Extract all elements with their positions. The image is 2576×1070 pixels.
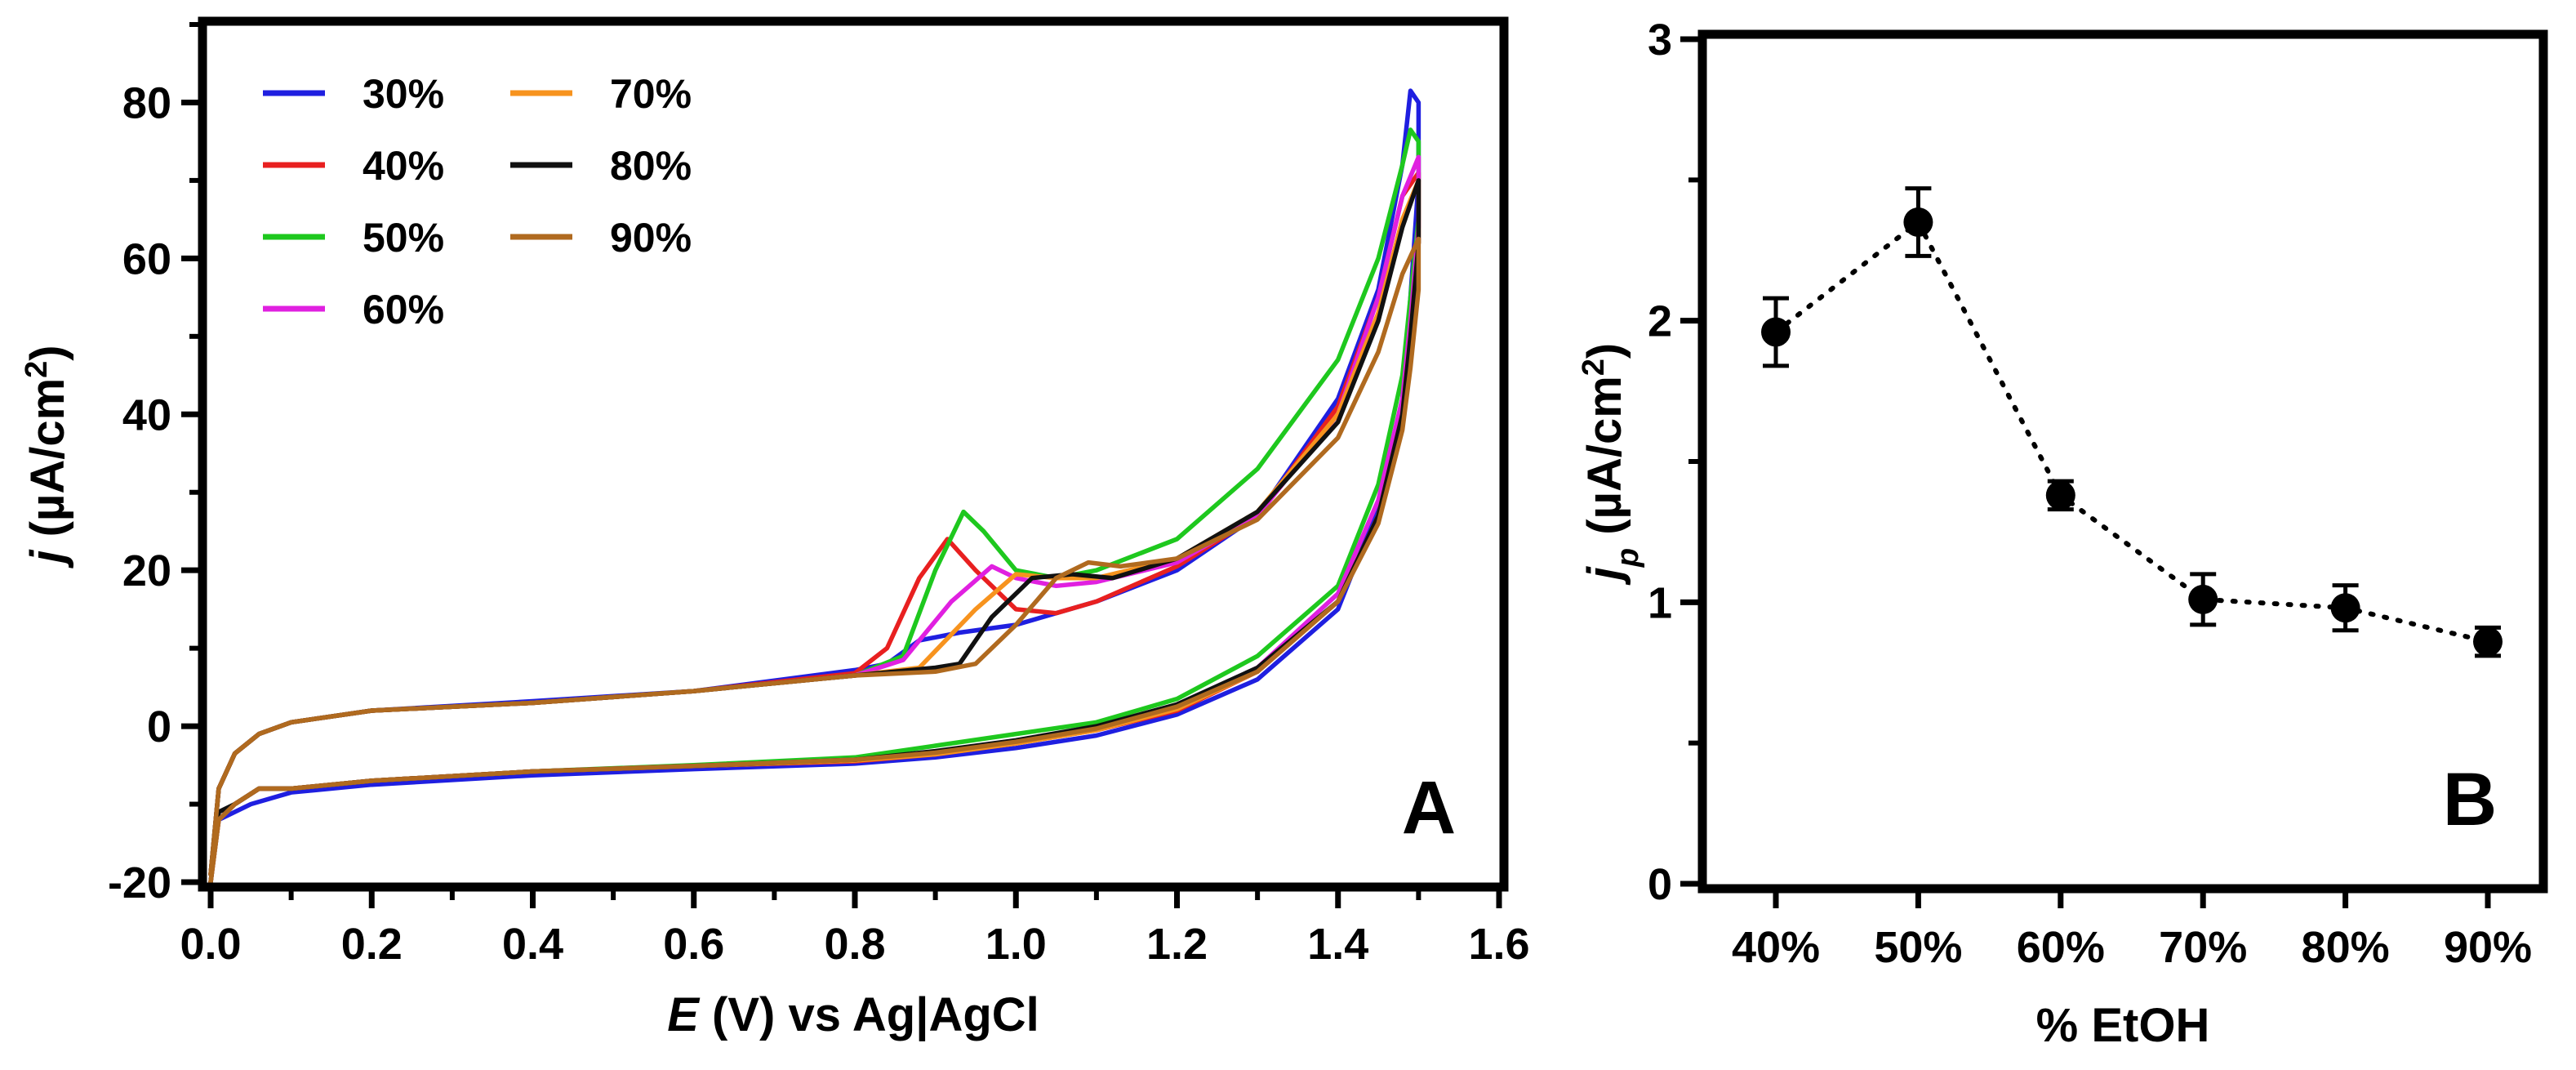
legend-item-90: 90% (510, 215, 692, 261)
x-tick-label: 1.4 (1307, 920, 1368, 969)
y-tick-label: 0 (147, 702, 171, 751)
x-tick-label: 0.4 (502, 920, 563, 969)
x-tick-label: 1.6 (1468, 920, 1529, 969)
data-marker (1903, 207, 1933, 238)
data-marker (2045, 480, 2075, 510)
y-tick-label: -20 (108, 858, 171, 907)
panel-b-data (1761, 186, 2503, 658)
data-marker (2188, 584, 2218, 614)
panel-a-y-axis-label: j (µA/cm2) (20, 345, 74, 568)
category-label: 50% (1874, 923, 1962, 972)
category-label: 40% (1732, 923, 1820, 972)
legend-label: 90% (610, 215, 692, 261)
data-point-90 (2473, 625, 2503, 658)
legend-label: 30% (363, 71, 444, 117)
legend-item-50: 50% (263, 215, 444, 261)
data-point-60 (2045, 479, 2075, 512)
panel-a-x-axis-label: E (V) vs Ag|AgCl (667, 988, 1039, 1041)
legend-label: 70% (610, 71, 692, 117)
x-tick-label: 1.0 (985, 920, 1047, 969)
data-marker (2473, 626, 2503, 657)
category-label: 80% (2302, 923, 2390, 972)
y-tick-label: 20 (122, 546, 171, 595)
legend-label: 50% (363, 215, 444, 261)
data-point-80 (2330, 583, 2360, 633)
data-point-70 (2188, 572, 2218, 627)
category-label: 70% (2159, 923, 2247, 972)
x-tick-label: 0.0 (180, 920, 241, 969)
panel-b-x-axis-label: % EtOH (2036, 999, 2210, 1052)
legend-label: 60% (363, 287, 444, 332)
legend-item-70: 70% (510, 71, 692, 117)
y-tick-label: 60 (122, 234, 171, 283)
panel-a-frame (198, 16, 1509, 892)
x-tick-label: 0.8 (824, 920, 885, 969)
legend-item-60: 60% (263, 287, 444, 332)
legend-item-80: 80% (510, 143, 692, 189)
x-tick-label: 1.2 (1146, 920, 1208, 969)
category-label: 60% (2017, 923, 2105, 972)
y-tick-label: 2 (1648, 297, 1672, 346)
data-point-40 (1761, 296, 1791, 368)
y-tick-label: 0 (1648, 860, 1672, 909)
x-tick-label: 0.2 (341, 920, 403, 969)
panel-a-ticks: 0.0 0.2 0.4 0.6 0.8 1.0 1.2 1.4 1.6 -20 0 20 40 60 80 (108, 22, 1530, 969)
legend-label: 40% (363, 143, 444, 189)
y-tick-label: 80 (122, 78, 171, 127)
panel-a-label: A (1402, 766, 1456, 849)
y-tick-label: 3 (1648, 16, 1672, 65)
data-point-50 (1903, 186, 1933, 258)
panel-b-frame (1697, 29, 2548, 894)
legend-item-30: 30% (263, 71, 444, 117)
panel-a-curves (208, 88, 1421, 885)
y-tick-label: 40 (122, 390, 171, 439)
category-label: 90% (2444, 923, 2532, 972)
panel-b-ticks: 40% 50% 60% 70% 80% 90% 0 1 2 3 (1648, 16, 2532, 972)
x-tick-label: 0.6 (663, 920, 724, 969)
dotted-connector (1773, 218, 2490, 644)
panel-a-legend: 30% 40% 50% 60% 70% 80% 90% (263, 71, 692, 332)
cv-curve-90 (208, 236, 1421, 885)
data-marker (2330, 593, 2360, 623)
legend-label: 80% (610, 143, 692, 189)
y-tick-label: 1 (1648, 578, 1672, 627)
legend-item-40: 40% (263, 143, 444, 189)
panel-b-label: B (2443, 758, 2497, 841)
data-marker (1761, 317, 1791, 347)
